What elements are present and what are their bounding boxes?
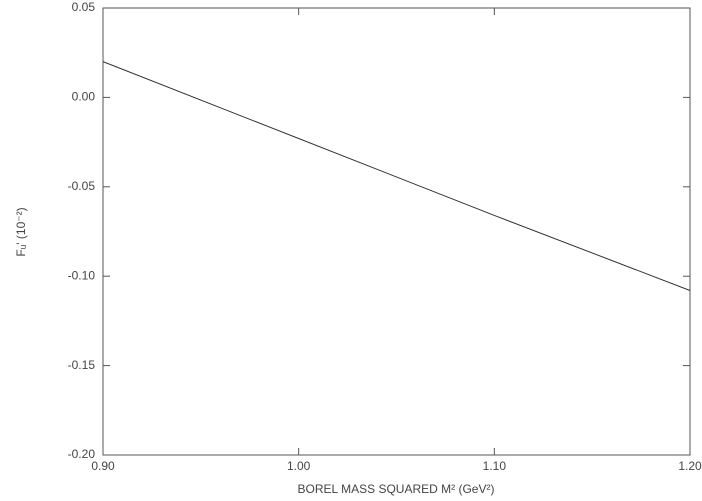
y-tick-label: -0.05 (68, 179, 96, 193)
x-axis-label: BOREL MASS SQUARED M² (GeV²) (298, 482, 495, 496)
y-tick-label: 0.05 (72, 0, 96, 14)
y-tick-label: -0.20 (68, 447, 96, 461)
y-tick-label: -0.15 (68, 358, 96, 372)
plot-frame (102, 7, 691, 456)
y-tick-label: 0.00 (72, 90, 96, 104)
y-axis-label: Fᵤ' (10⁻²) (14, 207, 28, 256)
y-tick-label: -0.10 (68, 268, 96, 282)
x-tick-label: 1.10 (483, 459, 507, 473)
x-tick-label: 1.00 (287, 459, 311, 473)
x-tick-label: 0.90 (91, 459, 115, 473)
x-tick-label: 1.20 (678, 459, 702, 473)
data-line (102, 61, 691, 291)
